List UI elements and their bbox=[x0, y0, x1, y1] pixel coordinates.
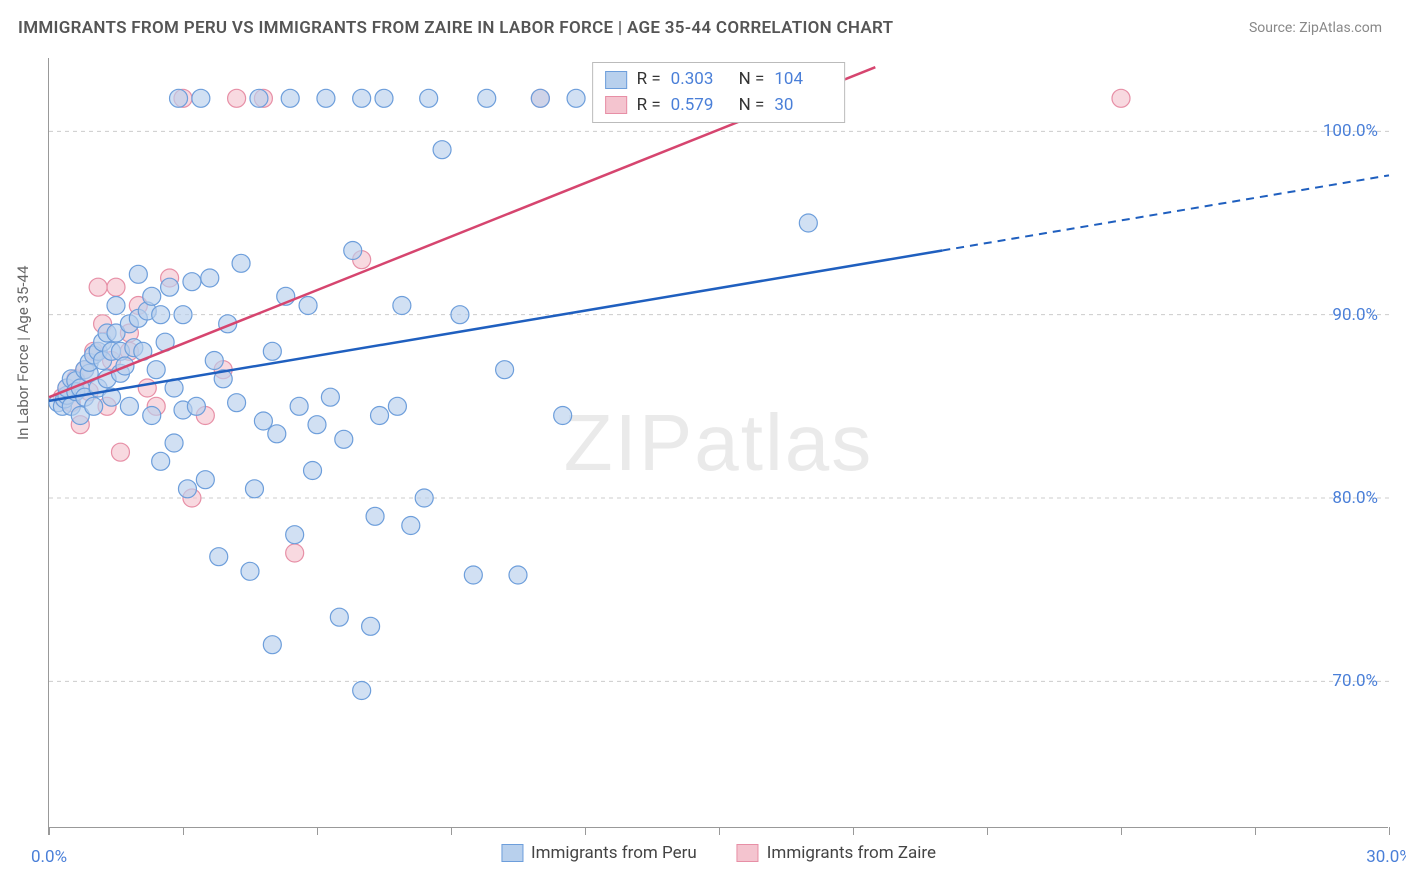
legend-row-peru: R = 0.303 N = 104 bbox=[605, 67, 833, 93]
plot-area: ZIPatlas R = 0.303 N = 104 R = 0.579 N =… bbox=[48, 58, 1388, 828]
source-label: Source: ZipAtlas.com bbox=[1249, 20, 1382, 36]
legend-swatch-peru bbox=[501, 844, 523, 862]
x-tick-label: 30.0% bbox=[1366, 847, 1406, 867]
x-tick-label: 0.0% bbox=[31, 847, 67, 867]
legend-label-zaire: Immigrants from Zaire bbox=[767, 843, 936, 863]
y-tick-label: 90.0% bbox=[1332, 305, 1378, 325]
r-value-peru: 0.303 bbox=[671, 67, 729, 93]
chart-title: IMMIGRANTS FROM PERU VS IMMIGRANTS FROM … bbox=[18, 18, 893, 38]
n-value-zaire: 30 bbox=[774, 93, 832, 119]
y-tick-label: 80.0% bbox=[1332, 488, 1378, 508]
legend-swatch-peru bbox=[605, 71, 627, 89]
y-tick-label: 100.0% bbox=[1323, 121, 1378, 141]
legend-item-peru: Immigrants from Peru bbox=[501, 843, 697, 863]
chart-container: IMMIGRANTS FROM PERU VS IMMIGRANTS FROM … bbox=[0, 0, 1406, 892]
legend-swatch-zaire bbox=[605, 96, 627, 114]
legend-series: Immigrants from Peru Immigrants from Zai… bbox=[501, 843, 936, 863]
n-label: N = bbox=[739, 67, 765, 93]
legend-row-zaire: R = 0.579 N = 30 bbox=[605, 93, 833, 119]
legend-label-peru: Immigrants from Peru bbox=[531, 843, 697, 863]
r-label: R = bbox=[637, 67, 661, 93]
legend-item-zaire: Immigrants from Zaire bbox=[737, 843, 936, 863]
legend-correlation-box: R = 0.303 N = 104 R = 0.579 N = 30 bbox=[592, 62, 846, 123]
r-value-zaire: 0.579 bbox=[671, 93, 729, 119]
y-axis-label: In Labor Force | Age 35-44 bbox=[14, 266, 32, 440]
r-label: R = bbox=[637, 93, 661, 119]
n-label: N = bbox=[739, 93, 765, 119]
n-value-peru: 104 bbox=[774, 67, 832, 93]
y-tick-label: 70.0% bbox=[1332, 671, 1378, 691]
plot-svg bbox=[49, 58, 1388, 827]
legend-swatch-zaire bbox=[737, 844, 759, 862]
